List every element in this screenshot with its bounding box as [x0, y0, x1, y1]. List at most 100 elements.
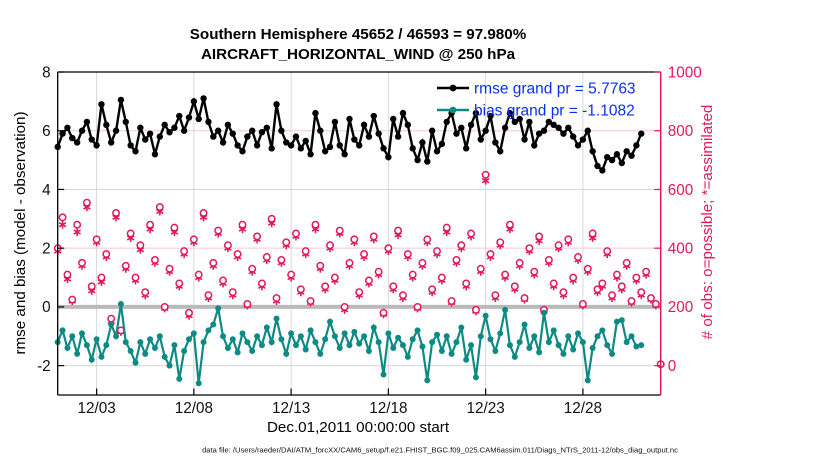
possible-circle-marker	[73, 220, 82, 229]
rmse-point	[628, 152, 635, 159]
bias-point	[633, 343, 640, 350]
assimilated-asterisk-marker	[73, 229, 81, 235]
rmse-point	[156, 133, 164, 140]
rmse-point	[210, 133, 217, 140]
bias-point	[263, 324, 270, 331]
rmse-point	[171, 124, 178, 131]
legend-rmse-marker	[449, 84, 457, 92]
bias-point	[380, 371, 387, 378]
rmse-point	[531, 142, 538, 149]
possible-circle-marker	[350, 235, 359, 244]
bias-point	[74, 350, 81, 357]
y-left-tick-label: 4	[42, 182, 51, 199]
possible-circle-marker	[627, 297, 636, 305]
rmse-point	[195, 115, 202, 123]
rmse-point	[569, 133, 577, 140]
possible-circle-marker	[578, 300, 587, 308]
chart-title-line1: Southern Hemisphere 45652 / 46593 = 97.9…	[190, 26, 527, 43]
rmse-point	[137, 124, 144, 131]
bias-point	[234, 349, 241, 356]
possible-circle-marker	[253, 232, 262, 241]
possible-circle-marker	[326, 241, 334, 250]
possible-circle-marker	[642, 267, 651, 276]
rmse-point	[283, 139, 290, 146]
possible-circle-marker	[467, 229, 475, 238]
rmse-point	[589, 148, 596, 155]
bias-point	[195, 380, 202, 387]
y-left-tick-label: -2	[37, 358, 51, 375]
possible-circle-marker	[180, 247, 189, 256]
possible-circle-marker	[228, 288, 237, 297]
rmse-point	[278, 127, 285, 134]
possible-circle-marker	[554, 241, 563, 250]
possible-circle-marker	[185, 308, 193, 317]
bias-point	[283, 350, 290, 357]
rmse-point	[200, 95, 207, 102]
possible-circle-marker	[219, 276, 227, 285]
bias-point	[210, 321, 217, 328]
rmse-point	[249, 127, 256, 134]
possible-circle-marker	[78, 258, 86, 267]
rmse-point	[370, 112, 377, 120]
x-tick-label: 12/13	[272, 400, 310, 417]
rmse-point	[146, 130, 154, 137]
rmse-point	[93, 142, 100, 149]
bias-point	[434, 331, 441, 338]
bias-point	[438, 347, 445, 354]
possible-circle-marker	[306, 297, 315, 305]
rmse-point	[253, 142, 261, 149]
bias-point	[142, 350, 149, 357]
rmse-point	[59, 130, 66, 137]
bias-point	[594, 333, 601, 340]
possible-circle-marker	[525, 244, 534, 253]
possible-circle-marker	[399, 291, 407, 300]
possible-circle-marker	[311, 220, 320, 229]
possible-circle-marker	[355, 288, 364, 297]
possible-circle-marker	[384, 244, 393, 253]
rmse-point	[219, 139, 227, 146]
bias-point	[229, 336, 236, 343]
bias-point	[137, 339, 144, 346]
rmse-point	[224, 121, 232, 129]
rmse-point	[477, 136, 484, 143]
bias-point	[613, 318, 620, 325]
rmse-point	[584, 127, 591, 134]
rmse-point	[565, 124, 572, 131]
bias-point	[506, 342, 513, 349]
bias-point	[297, 333, 304, 340]
bias-point	[113, 333, 120, 340]
bias-point	[322, 336, 329, 343]
bias-point	[302, 346, 309, 353]
rmse-point	[638, 130, 645, 137]
rmse-point	[326, 143, 334, 151]
rmse-point	[73, 139, 81, 146]
possible-circle-marker	[637, 288, 646, 297]
bias-point	[122, 339, 129, 346]
rmse-point	[341, 151, 348, 158]
possible-circle-marker	[481, 170, 490, 179]
bias-point	[244, 339, 251, 346]
possible-circle-marker	[151, 255, 159, 264]
bias-point	[545, 339, 552, 346]
possible-circle-marker	[107, 314, 116, 323]
bias-point	[156, 333, 163, 340]
rmse-point	[180, 127, 188, 134]
rmse-point	[273, 101, 280, 108]
rmse-point	[501, 124, 509, 131]
bias-point	[628, 333, 635, 340]
rmse-point	[78, 127, 86, 134]
possible-circle-marker	[486, 250, 495, 259]
rmse-point	[467, 121, 475, 129]
bias-point	[618, 317, 625, 324]
possible-circle-marker	[515, 258, 524, 267]
bias-point	[312, 339, 319, 346]
rmse-point	[112, 127, 120, 134]
rmse-point	[390, 115, 397, 123]
bias-point	[375, 339, 382, 346]
possible-circle-marker	[92, 235, 101, 244]
bias-point	[429, 339, 436, 346]
possible-circle-marker	[321, 282, 330, 291]
possible-circle-marker	[530, 267, 539, 276]
bias-point	[83, 342, 90, 349]
